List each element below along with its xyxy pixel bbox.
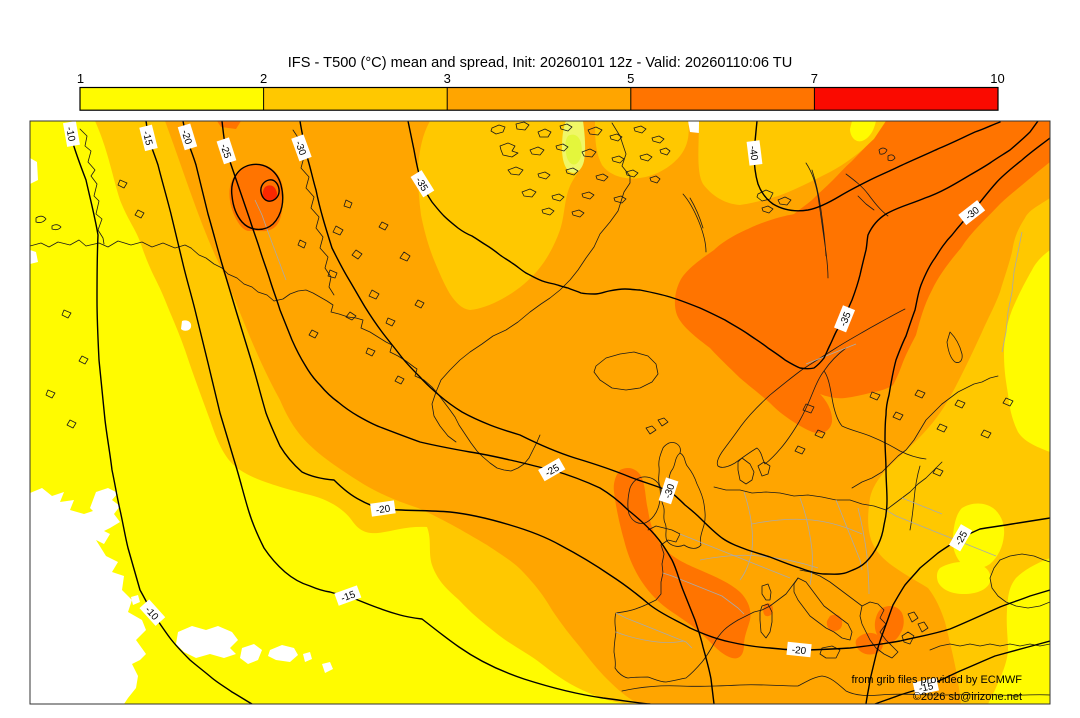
svg-text:-30: -30 (662, 482, 677, 500)
svg-text:-15: -15 (340, 589, 358, 604)
svg-text:10: 10 (990, 71, 1004, 86)
svg-text:©2026 sb@irizone.net: ©2026 sb@irizone.net (913, 691, 1022, 703)
svg-text:-20: -20 (179, 129, 194, 146)
svg-text:IFS - T500 (°C) mean and sprea: IFS - T500 (°C) mean and spread, Init: 2… (288, 55, 793, 71)
svg-text:5: 5 (627, 71, 634, 86)
svg-text:-10: -10 (63, 126, 76, 143)
svg-text:-40: -40 (747, 145, 760, 161)
svg-text:-15: -15 (918, 681, 935, 695)
svg-text:-30: -30 (292, 140, 307, 158)
svg-text:-15: -15 (140, 130, 154, 147)
svg-text:-35: -35 (838, 310, 854, 328)
svg-text:from grib files provided by EC: from grib files provided by ECMWF (851, 674, 1022, 686)
svg-text:-20: -20 (375, 503, 391, 516)
svg-text:-25: -25 (218, 143, 233, 161)
svg-text:7: 7 (811, 71, 818, 86)
svg-text:2: 2 (260, 71, 267, 86)
svg-text:1: 1 (77, 71, 84, 86)
svg-text:3: 3 (444, 71, 451, 86)
svg-text:-20: -20 (791, 645, 807, 657)
